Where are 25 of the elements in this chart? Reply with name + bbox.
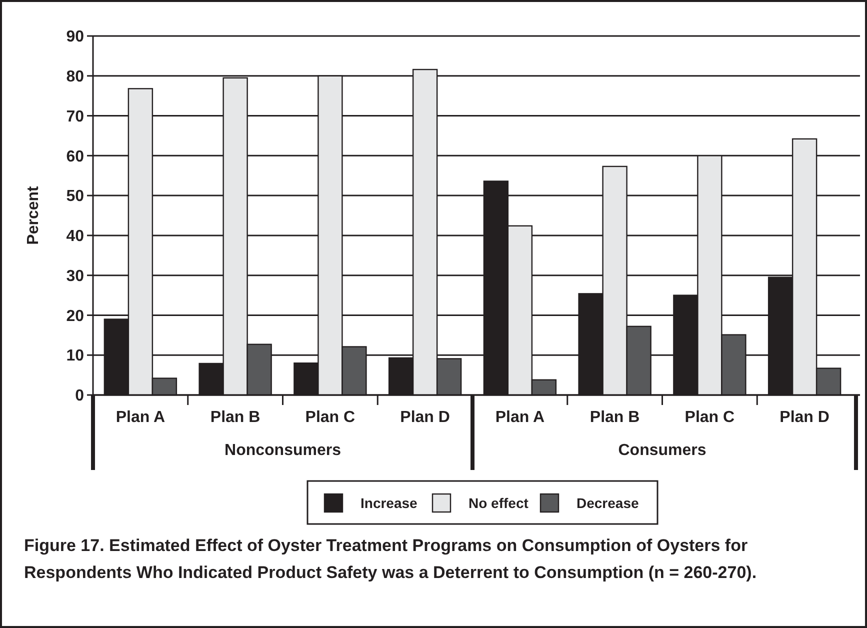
y-tick-label: 70 xyxy=(66,108,84,126)
legend-label: Increase xyxy=(360,494,418,511)
y-tick-label: 60 xyxy=(66,148,84,166)
x-tick-label: Plan C xyxy=(305,409,356,426)
x-tick-label: Plan A xyxy=(495,409,545,426)
y-tick-label: 10 xyxy=(66,348,84,365)
y-tick-label: 40 xyxy=(66,228,84,246)
y-tick-label: 90 xyxy=(66,28,84,46)
y-tick-label: 50 xyxy=(66,188,84,206)
x-tick-label: Plan D xyxy=(400,409,450,426)
x-tick-label: Plan A xyxy=(116,409,166,426)
y-axis-title: Percent xyxy=(25,185,42,245)
text: Nonconsumers xyxy=(224,442,342,459)
y-tick-label: 0 xyxy=(75,388,84,405)
x-tick-label: Plan B xyxy=(590,409,640,426)
y-tick-label: 30 xyxy=(66,268,84,285)
text: Consumers xyxy=(618,442,706,459)
x-tick-label: Plan D xyxy=(780,409,830,426)
y-tick-label: 20 xyxy=(66,308,84,325)
legend-label: No effect xyxy=(468,494,529,511)
x-tick-label: Plan C xyxy=(684,409,736,426)
y-tick-label: 80 xyxy=(66,68,84,86)
text: Figure 17. Estimated Effect of Oyster Treatment Programs on Consumption of Oysters for Respondents Who Indicated Product Safety was a Deterrent to Consumption (n = 260-270). xyxy=(24,536,757,582)
legend-label: Decrease xyxy=(576,494,639,511)
x-tick-label: Plan B xyxy=(210,409,260,426)
